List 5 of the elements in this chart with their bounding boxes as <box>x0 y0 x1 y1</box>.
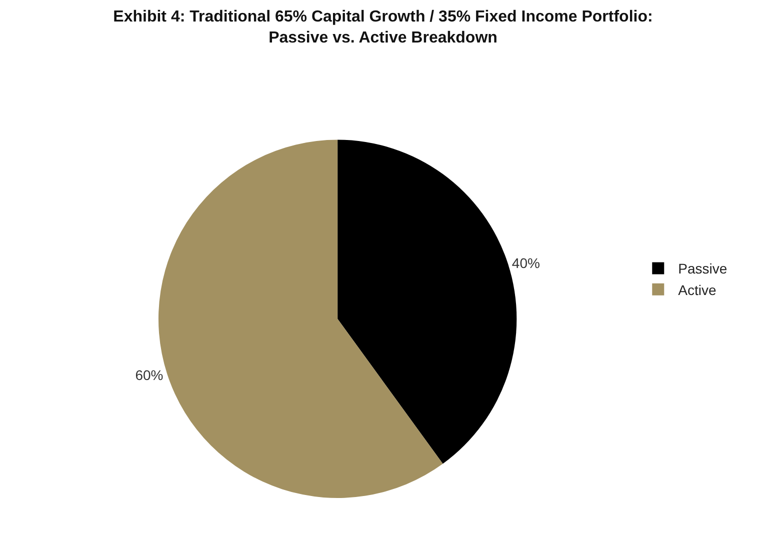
data-label: 40% <box>512 254 540 271</box>
legend-label: Active <box>678 282 716 298</box>
legend-label: Passive <box>678 260 728 277</box>
chart-title: Exhibit 4: Traditional 65% Capital Growth / 35% Fixed Income Portfolio: Passive vs. Active Breakdown <box>113 8 653 46</box>
data-label: 60% <box>135 367 164 384</box>
